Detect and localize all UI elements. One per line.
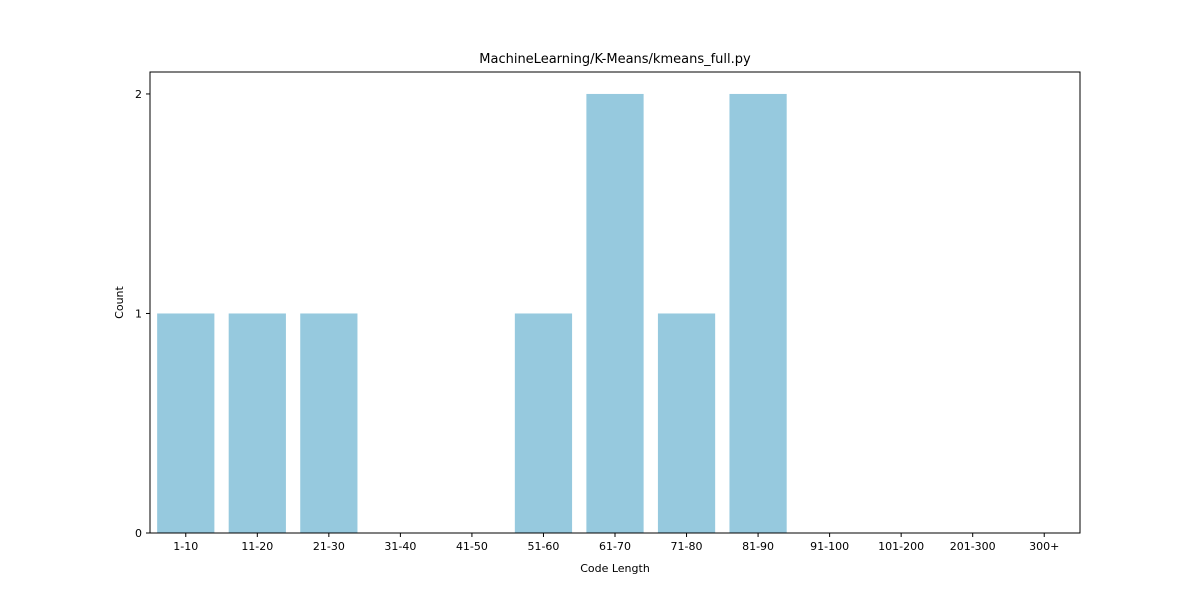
bar-21-30 [300, 313, 358, 533]
bars-layer [157, 93, 787, 533]
bar-61-70 [586, 93, 644, 533]
x-ticks: 1-10 11-20 21-30 31-40 41-50 51-60 61-70 71-80 8… [173, 533, 1059, 553]
x-tick-label: 41-50 [456, 540, 488, 553]
x-tick-label: 11-20 [241, 540, 273, 553]
bar-1-10 [157, 313, 215, 533]
x-tick-label: 91-100 [810, 540, 849, 553]
bar-81-90 [729, 93, 787, 533]
plot-frame [149, 71, 1081, 534]
x-tick-label: 201-300 [950, 540, 996, 553]
y-axis-label: Count [113, 285, 126, 318]
bar-51-60 [514, 313, 573, 533]
y-tick-label: 1 [135, 307, 142, 320]
x-tick-label: 31-40 [384, 540, 416, 553]
chart-title: MachineLearning/K-Means/kmeans_full.py [479, 52, 751, 67]
x-tick-label: 51-60 [527, 540, 559, 553]
bar-71-80 [657, 313, 716, 533]
x-tick-label: 81-90 [742, 540, 774, 553]
bar-11-20 [228, 313, 286, 533]
y-tick-label: 2 [135, 88, 142, 101]
x-tick-label: 101-200 [878, 540, 924, 553]
x-axis-label: Code Length [580, 562, 650, 575]
x-tick-label: 1-10 [173, 540, 198, 553]
x-tick-label: 71-80 [671, 540, 703, 553]
x-tick-label: 61-70 [599, 540, 631, 553]
x-tick-label: 21-30 [313, 540, 345, 553]
y-tick-label: 0 [135, 527, 142, 540]
x-tick-label: 300+ [1029, 540, 1059, 553]
y-ticks: 0 1 2 [135, 88, 150, 540]
